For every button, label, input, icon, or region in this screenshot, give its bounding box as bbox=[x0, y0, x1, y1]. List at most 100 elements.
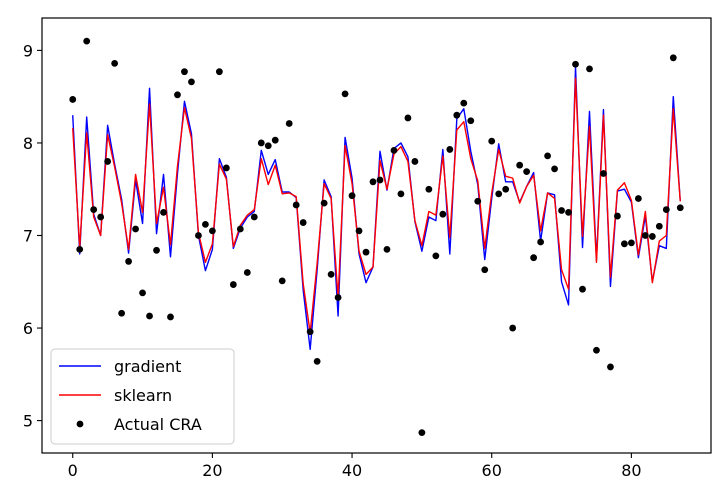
data-point bbox=[516, 161, 524, 169]
legend-label: gradient bbox=[114, 357, 181, 376]
data-point bbox=[320, 199, 328, 207]
data-point bbox=[348, 192, 356, 200]
data-point bbox=[362, 248, 370, 256]
data-point bbox=[544, 152, 551, 160]
data-point bbox=[313, 357, 321, 365]
data-point bbox=[453, 111, 461, 119]
data-point bbox=[390, 146, 398, 154]
data-point bbox=[97, 213, 105, 221]
data-point bbox=[551, 165, 558, 173]
y-tick-label: 7 bbox=[23, 227, 33, 246]
data-point bbox=[160, 208, 167, 216]
data-point bbox=[662, 206, 670, 213]
data-point bbox=[621, 240, 628, 248]
data-point bbox=[104, 158, 112, 165]
data-point bbox=[614, 212, 621, 220]
data-point bbox=[474, 197, 482, 205]
data-point bbox=[676, 204, 684, 212]
data-point bbox=[146, 312, 153, 320]
data-point bbox=[299, 219, 307, 226]
data-point bbox=[83, 37, 91, 45]
data-point bbox=[411, 158, 419, 165]
data-point bbox=[327, 270, 335, 278]
data-point bbox=[446, 146, 454, 153]
data-point bbox=[432, 252, 440, 260]
series-layer bbox=[69, 37, 684, 437]
legend-swatch-marker bbox=[76, 420, 84, 428]
data-point bbox=[418, 429, 426, 437]
data-point bbox=[188, 78, 195, 86]
x-tick-label: 0 bbox=[68, 461, 78, 480]
series-line-sklearn bbox=[72, 77, 681, 334]
x-tick-label: 80 bbox=[621, 461, 641, 480]
data-point bbox=[278, 277, 286, 285]
data-point bbox=[369, 178, 377, 186]
data-point bbox=[572, 60, 579, 68]
data-point bbox=[167, 313, 174, 321]
x-tick-label: 60 bbox=[482, 461, 502, 480]
data-point bbox=[139, 289, 146, 297]
data-point bbox=[481, 266, 489, 274]
y-tick-label: 5 bbox=[23, 412, 33, 431]
data-point bbox=[439, 210, 447, 218]
data-point bbox=[523, 168, 531, 176]
data-point bbox=[264, 142, 272, 150]
data-point bbox=[579, 285, 586, 293]
data-point bbox=[271, 136, 279, 144]
legend-label: Actual CRA bbox=[114, 415, 202, 434]
data-point bbox=[655, 222, 663, 230]
data-point bbox=[118, 309, 126, 317]
data-point bbox=[607, 363, 614, 371]
data-point bbox=[250, 213, 258, 221]
data-point bbox=[669, 54, 677, 62]
data-point bbox=[229, 281, 237, 288]
data-point bbox=[586, 65, 593, 73]
data-point bbox=[181, 68, 188, 76]
data-point bbox=[627, 239, 635, 247]
data-point bbox=[600, 170, 607, 177]
data-point bbox=[376, 176, 384, 184]
data-point bbox=[641, 232, 649, 239]
legend-box bbox=[50, 348, 235, 445]
x-tick-label: 40 bbox=[342, 461, 362, 480]
data-point bbox=[125, 258, 132, 265]
y-tick-label: 6 bbox=[23, 319, 33, 338]
data-point bbox=[174, 91, 181, 99]
data-point bbox=[467, 117, 475, 125]
data-point bbox=[215, 68, 223, 76]
data-point bbox=[341, 90, 349, 98]
data-point bbox=[495, 190, 503, 198]
data-point bbox=[425, 185, 433, 193]
data-point bbox=[509, 324, 517, 332]
data-point bbox=[132, 225, 139, 233]
y-axis: 5 6 7 8 9 bbox=[23, 41, 42, 431]
data-point bbox=[334, 294, 342, 301]
data-point bbox=[460, 99, 468, 107]
data-point bbox=[383, 245, 391, 253]
data-point bbox=[195, 232, 202, 239]
data-point bbox=[222, 164, 230, 172]
y-tick-label: 8 bbox=[23, 134, 33, 153]
data-point bbox=[404, 114, 412, 122]
legend-label: sklearn bbox=[114, 386, 172, 405]
data-point bbox=[488, 137, 496, 145]
data-point bbox=[153, 246, 160, 254]
data-point bbox=[257, 139, 265, 147]
data-point bbox=[593, 346, 600, 354]
data-point bbox=[111, 59, 119, 67]
x-tick-label: 20 bbox=[202, 461, 222, 480]
data-point bbox=[90, 206, 98, 213]
data-point bbox=[355, 227, 363, 235]
data-point bbox=[537, 238, 545, 246]
data-point bbox=[76, 245, 84, 253]
data-point bbox=[306, 328, 314, 336]
data-point bbox=[292, 201, 300, 209]
data-point bbox=[648, 233, 656, 240]
y-tick-label: 9 bbox=[23, 41, 33, 60]
x-axis: 0 20 40 60 80 bbox=[68, 453, 642, 480]
data-point bbox=[202, 220, 209, 228]
data-point bbox=[502, 185, 510, 193]
data-point bbox=[285, 120, 293, 127]
data-point bbox=[69, 96, 77, 103]
data-point bbox=[634, 195, 642, 202]
